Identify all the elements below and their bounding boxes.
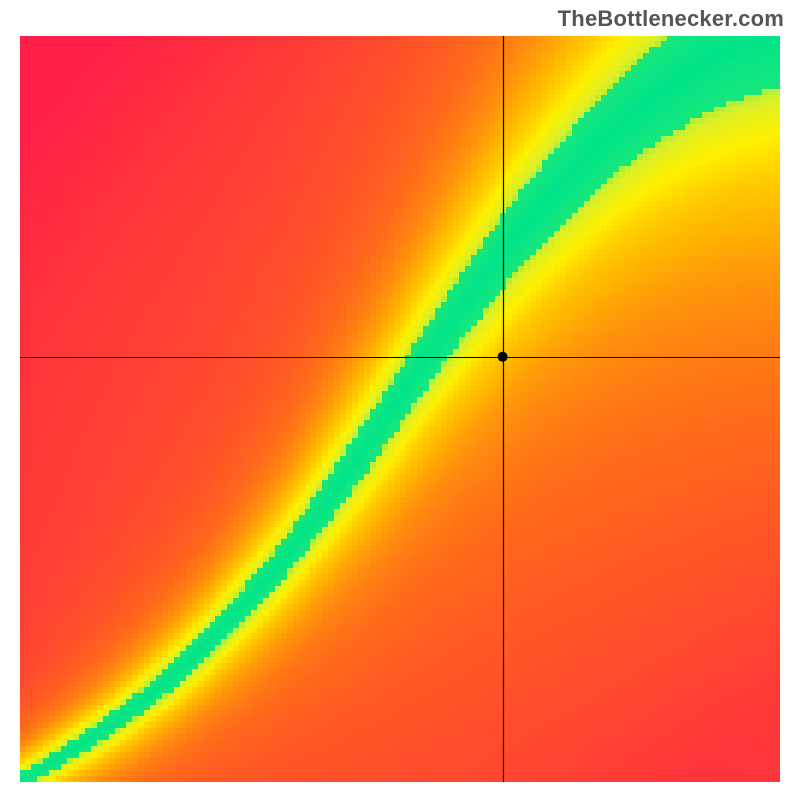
watermark-text: TheBottlenecker.com — [558, 6, 784, 32]
chart-container: TheBottlenecker.com — [0, 0, 800, 800]
bottleneck-heatmap — [20, 36, 780, 782]
